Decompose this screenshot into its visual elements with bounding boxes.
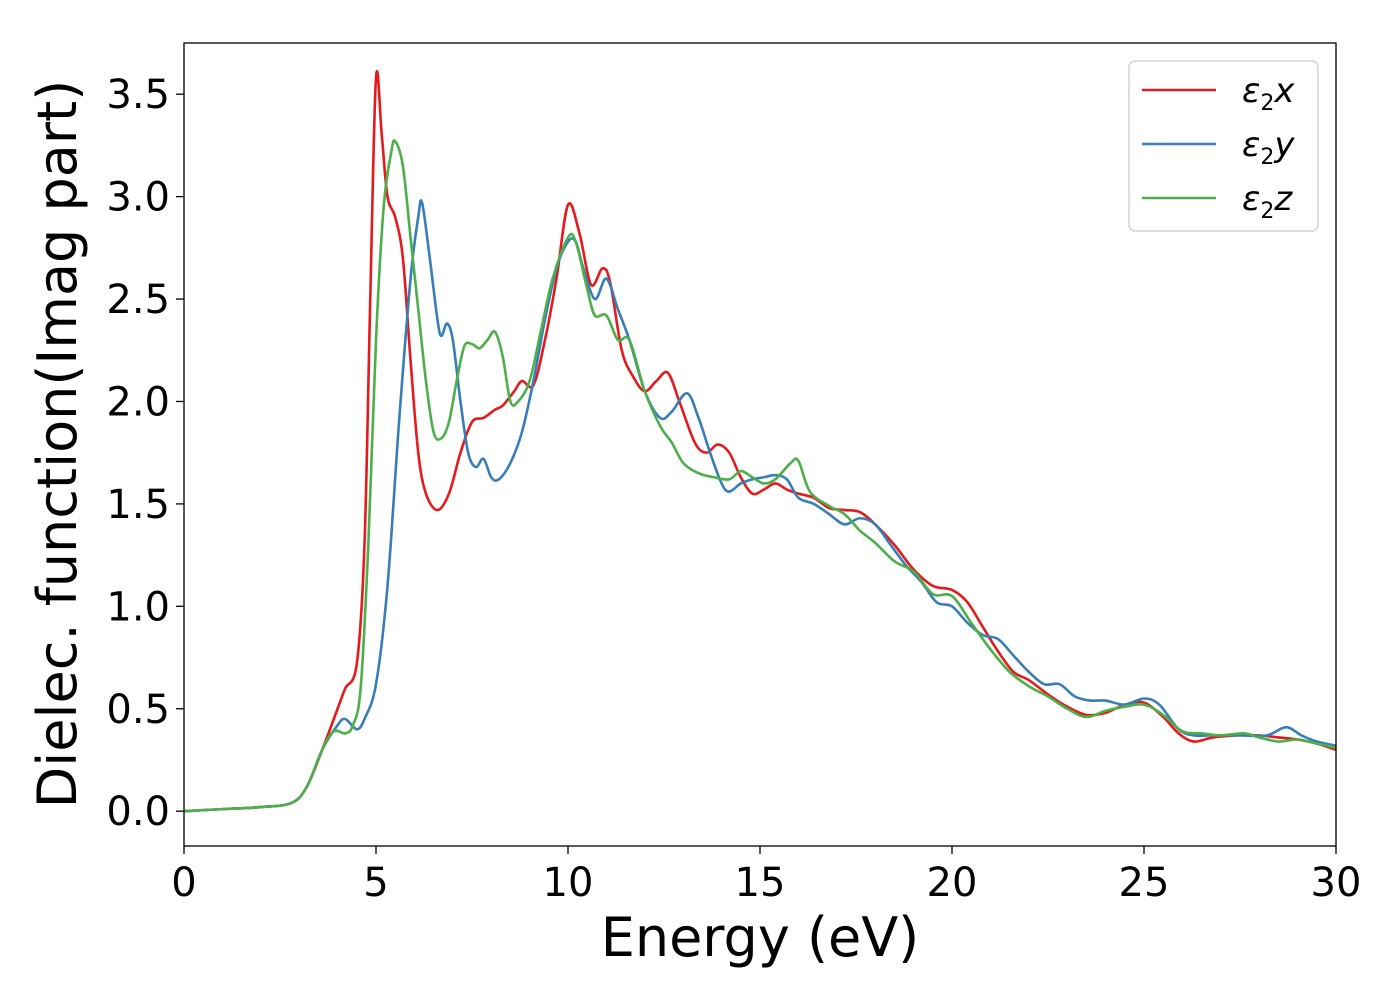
- y-tick-label: 0.5: [106, 687, 170, 733]
- x-tick-label: 15: [735, 860, 786, 906]
- x-tick-label: 25: [1119, 860, 1170, 906]
- x-tick-label: 0: [171, 860, 196, 906]
- x-tick-label: 10: [543, 860, 594, 906]
- legend-label-y: ε2y: [1242, 125, 1295, 170]
- x-tick-label: 5: [363, 860, 388, 906]
- y-axis-label: Dielec. function(Imag part): [26, 80, 89, 809]
- x-axis: 0 5 10 15 20 25 30: [171, 846, 1361, 906]
- y-tick-label: 2.5: [106, 277, 170, 323]
- y-axis: 0.0 0.5 1.0 1.5 2.0 2.5 3.0 3.5: [106, 72, 184, 835]
- series-line-x: [184, 69, 1336, 813]
- legend: ε2x ε2y ε2z: [1128, 60, 1319, 232]
- y-tick-label: 3.0: [106, 175, 170, 221]
- y-tick-label: 1.5: [106, 482, 170, 528]
- series-layer: [184, 69, 1336, 813]
- x-tick-label: 20: [927, 860, 978, 906]
- series-line-z: [184, 139, 1336, 813]
- y-tick-label: 3.5: [106, 72, 170, 118]
- legend-box: [1128, 60, 1319, 232]
- x-axis-label: Energy (eV): [601, 906, 920, 969]
- legend-label-x: ε2x: [1242, 71, 1295, 116]
- series-line-y: [184, 199, 1336, 813]
- legend-label-z: ε2z: [1242, 179, 1293, 224]
- y-tick-label: 2.0: [106, 379, 170, 425]
- y-tick-label: 0.0: [106, 789, 170, 835]
- x-tick-label: 30: [1311, 860, 1362, 906]
- y-tick-label: 1.0: [106, 584, 170, 630]
